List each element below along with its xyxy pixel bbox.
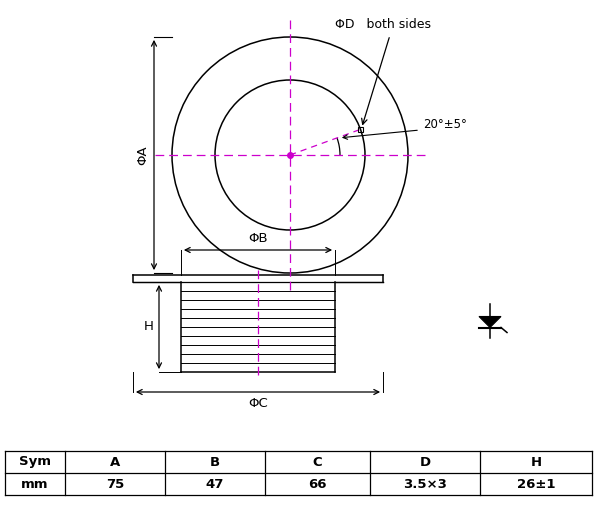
Bar — [358, 127, 363, 132]
Text: H: H — [531, 456, 541, 469]
Text: mm: mm — [21, 478, 49, 490]
Text: 66: 66 — [308, 478, 327, 490]
Text: D: D — [420, 456, 430, 469]
Text: 26±1: 26±1 — [517, 478, 555, 490]
Polygon shape — [479, 317, 501, 328]
Text: Sym: Sym — [19, 456, 51, 469]
Text: A: A — [110, 456, 120, 469]
Text: ΦB: ΦB — [248, 232, 268, 245]
Text: 75: 75 — [106, 478, 124, 490]
Text: ΦD   both sides: ΦD both sides — [335, 18, 431, 31]
Text: 20°±5°: 20°±5° — [423, 119, 467, 131]
Text: 47: 47 — [206, 478, 224, 490]
Text: 3.5×3: 3.5×3 — [403, 478, 447, 490]
Text: ΦA: ΦA — [136, 145, 149, 165]
Text: C: C — [313, 456, 322, 469]
Text: B: B — [210, 456, 220, 469]
Text: H: H — [144, 321, 154, 333]
Text: ΦC: ΦC — [248, 397, 268, 410]
